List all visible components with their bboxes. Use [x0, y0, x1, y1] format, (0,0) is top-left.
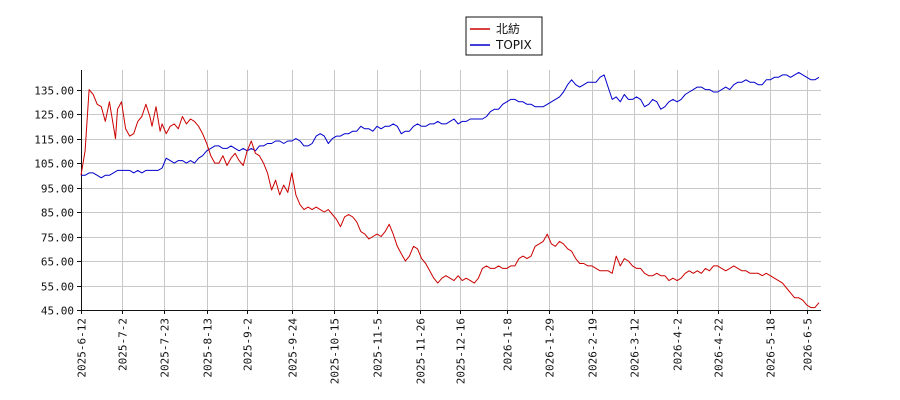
y-tick-label: 75.00 — [41, 232, 74, 245]
x-tick-label: 2026-4-2 — [672, 318, 685, 371]
x-tick-label: 2025-8-13 — [202, 318, 215, 378]
y-tick-label: 105.00 — [34, 158, 74, 171]
y-tick-label: 45.00 — [41, 305, 74, 318]
x-tick-label: 2026-1-29 — [544, 318, 557, 378]
x-tick-label: 2025-11-5 — [372, 318, 385, 378]
x-tick-label: 2025-12-16 — [455, 318, 468, 384]
x-tick-label: 2026-5-18 — [765, 318, 778, 378]
x-tick-label: 2026-6-5 — [802, 318, 815, 371]
y-tick-label: 65.00 — [41, 256, 74, 269]
legend-label-series-2: TOPIX — [495, 38, 532, 52]
series-line-hokubo — [80, 89, 820, 309]
x-tick-label: 2025-9-2 — [242, 318, 255, 371]
x-tick-label: 2025-7-23 — [159, 318, 172, 378]
x-tick-label: 2025-10-15 — [329, 318, 342, 384]
legend-label-series-1: 北紡 — [496, 21, 520, 36]
x-tick-label: 2026-3-12 — [629, 318, 642, 378]
x-tick-label: 2025-9-24 — [287, 318, 300, 378]
x-tick-label: 2026-4-22 — [713, 318, 726, 378]
x-tick-label: 2026-2-19 — [587, 318, 600, 378]
y-tick-label: 95.00 — [41, 183, 74, 196]
series-layer — [80, 71, 820, 309]
x-tick-label: 2025-7-2 — [117, 318, 130, 371]
y-tick-label: 125.00 — [34, 109, 74, 122]
y-tick-label: 115.00 — [34, 134, 74, 147]
y-tick-label: 85.00 — [41, 207, 74, 220]
x-tick-label: 2026-1-8 — [502, 318, 515, 371]
y-tick-label: 135.00 — [34, 85, 74, 98]
legend-box — [465, 16, 543, 56]
x-tick-label: 2025-11-26 — [415, 318, 428, 384]
legend: 北紡 TOPIX — [465, 16, 543, 56]
x-tick-label: 2025-6-12 — [76, 318, 89, 378]
series-line-topix — [81, 71, 820, 179]
y-tick-label: 55.00 — [41, 281, 74, 294]
axes-layer: 45.00 55.00 65.00 75.00 85.00 95.00 105.00 115.… — [34, 70, 821, 384]
